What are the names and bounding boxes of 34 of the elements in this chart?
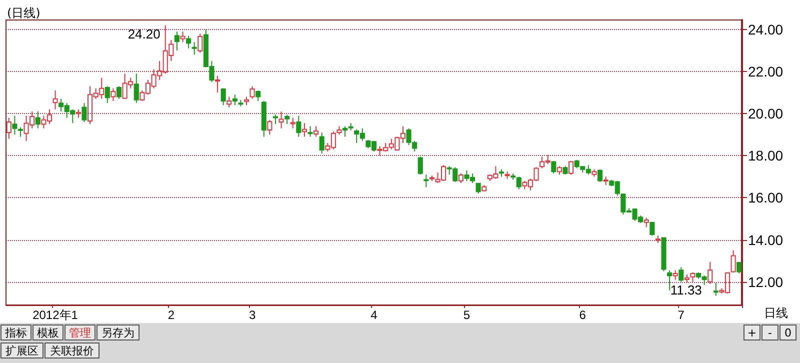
x-tick-label: 5 — [463, 308, 470, 322]
annotation: 11.33 — [670, 282, 702, 298]
y-tick-label: 16.00 — [748, 190, 784, 206]
x-tick-label: 2 — [168, 308, 175, 322]
candlestick — [684, 274, 690, 284]
y-tick-label: 20.00 — [748, 106, 784, 122]
x-tick-label: 6 — [579, 308, 586, 322]
text: 扩展区 — [6, 344, 38, 358]
text: 指标 — [4, 326, 27, 340]
candlestick — [278, 110, 284, 129]
candlestick — [180, 31, 186, 43]
candlestick — [35, 110, 40, 129]
x-tick-label: 3 — [248, 308, 256, 322]
text: + — [747, 326, 757, 340]
chart-title: (日线) — [7, 6, 40, 20]
candlestick — [302, 122, 307, 138]
x-tick-label: 7 — [678, 308, 685, 322]
x-tick-label: 4 — [370, 308, 378, 322]
text: - — [768, 326, 772, 340]
text: 模板 — [37, 326, 59, 340]
y-tick-label: 24.00 — [748, 21, 784, 38]
x-tick-label: 2012年1 — [32, 308, 78, 322]
y-tick-label: 18.00 — [748, 148, 784, 164]
text: 0 — [784, 326, 792, 340]
text: 关联报价 — [50, 344, 94, 358]
y-tick-label: 12.00 — [748, 274, 784, 290]
candlestick — [215, 75, 220, 94]
text: 另存为 — [102, 326, 134, 340]
x-axis-title: 日线 — [764, 306, 788, 320]
y-tick-label: 22.00 — [748, 64, 784, 80]
y-tick-label: 14.00 — [748, 232, 784, 248]
candlestick — [52, 90, 58, 110]
text: 管理 — [69, 326, 91, 340]
annotation: 24.20 — [128, 26, 160, 42]
